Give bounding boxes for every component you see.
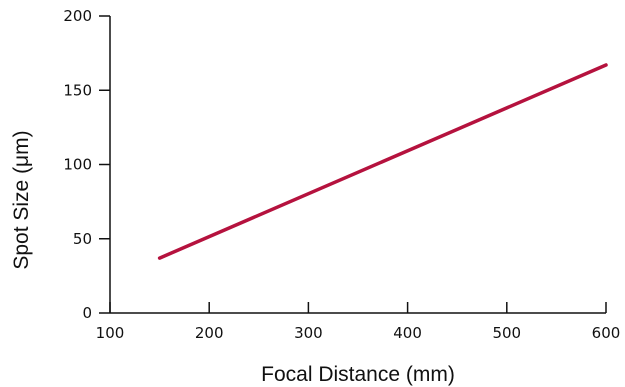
x-tick-label: 500 (492, 324, 521, 342)
x-tick-label: 300 (294, 324, 323, 342)
y-tick-label: 50 (73, 230, 92, 248)
series-line-1 (157, 63, 608, 260)
y-tick-label: 0 (82, 304, 92, 322)
y-ticks: 0 50 100 150 200 (63, 7, 110, 322)
y-tick-label: 150 (63, 81, 92, 99)
x-axis-title: Focal Distance (mm) (261, 363, 455, 386)
y-tick-label: 100 (63, 156, 92, 174)
series-layer (157, 63, 608, 260)
x-ticks: 100 200 300 400 500 600 (96, 302, 621, 342)
y-axis-title: Spot Size (μm) (10, 130, 33, 269)
x-tick-label: 200 (195, 324, 224, 342)
x-tick-label: 100 (96, 324, 125, 342)
y-tick-label: 200 (63, 7, 92, 25)
x-tick-label: 600 (592, 324, 621, 342)
x-tick-label: 400 (393, 324, 422, 342)
